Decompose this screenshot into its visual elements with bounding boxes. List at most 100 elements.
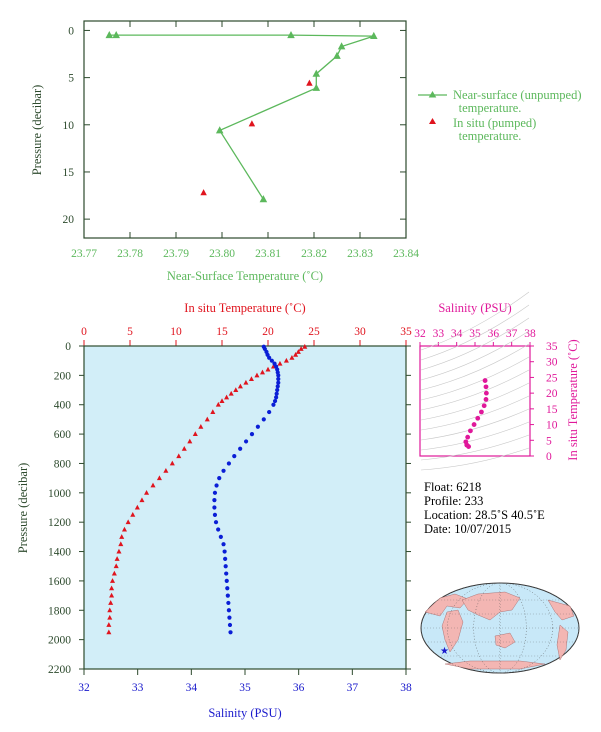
ts-point: [465, 434, 471, 440]
inset-ts-points: [463, 378, 489, 449]
salinity-point: [214, 483, 219, 488]
x-tick-label: 23.80: [209, 248, 235, 260]
salinity-point: [222, 549, 227, 554]
salinity-point: [227, 622, 233, 628]
near-surface-point: [370, 31, 378, 40]
salinity-point: [255, 424, 260, 429]
map-graticule: [420, 582, 580, 674]
salinity-point: [232, 454, 237, 459]
temperature-point: [139, 497, 145, 503]
salinity-tick-label: 36: [293, 682, 305, 694]
y-tick-label: 20: [63, 214, 75, 226]
salinity-point: [226, 461, 231, 466]
inset-y-ticks: 0 5 10 15 20 25 30 35: [530, 341, 558, 463]
near-surface-point: [112, 30, 120, 39]
pressure-tick-label: 800: [54, 458, 72, 470]
float-location-marker-star: ★: [440, 646, 449, 657]
salinity-point: [243, 439, 249, 444]
salinity-point: [221, 542, 226, 547]
pressure-tick-label: 2000: [48, 635, 71, 647]
salinity-point: [216, 527, 221, 532]
temperature-point: [119, 534, 125, 539]
float-id: Float: 6218: [424, 480, 481, 494]
temperature-point: [150, 482, 156, 488]
temperature-point: [113, 563, 119, 569]
salinity-point: [213, 520, 219, 525]
temperature-point: [237, 383, 243, 389]
in-situ-point: [248, 120, 256, 127]
ts-point: [468, 428, 473, 434]
temperature-x-ticks: 0 5 10 15 20 25 30 35: [81, 326, 412, 346]
salinity-point: [225, 586, 230, 591]
map-meridian: [420, 582, 580, 674]
density-contour: [420, 395, 530, 431]
salinity-point: [227, 615, 232, 620]
near-surface-plot-frame: [83, 20, 407, 239]
near-surface-point: [259, 195, 268, 203]
salinity-point: [275, 387, 280, 393]
temperature-point: [210, 409, 216, 415]
profile-number: Profile: 233: [424, 494, 483, 508]
pressure-y-ticks: 0 200 400 600 800 1000 1200 1400 1600 1800 2000 220…: [48, 341, 411, 676]
temperature-point: [198, 423, 204, 429]
legend-near-surface-label-line1: Near-surface (unpumped): [453, 88, 582, 102]
temperature-point: [176, 453, 182, 459]
temperature-point: [107, 607, 113, 613]
near-surface-y-axis-title: Pressure (decibar): [30, 85, 44, 176]
temperature-point: [254, 372, 260, 378]
temperature-point: [109, 585, 115, 591]
salinity-point: [212, 490, 218, 495]
salinity-point: [228, 630, 233, 635]
temperature-point: [228, 390, 234, 396]
salinity-point: [212, 498, 217, 503]
profile-panel: In situ Temperature (˚C) 0 5 10 15 20 25 30 35 …: [16, 301, 412, 720]
inset-x-ticks: 32 33 34 35 36 37 38: [414, 328, 536, 346]
density-contour: [420, 369, 530, 411]
salinity-tick-label: 38: [400, 682, 412, 694]
pressure-tick-label: 1400: [48, 547, 71, 559]
temperature-point: [109, 592, 115, 598]
profile-series: [106, 343, 308, 635]
legend: Near-surface (unpumped) temperature. In …: [418, 88, 582, 143]
x-tick-label: 23.79: [163, 248, 189, 260]
in-situ-point: [306, 79, 313, 86]
ts-point: [482, 378, 488, 383]
inset-y-tick-label: 30: [546, 357, 558, 369]
near-surface-series: [105, 30, 378, 203]
salinity-point: [226, 608, 231, 613]
density-contour: [420, 330, 530, 381]
pressure-tick-label: 1000: [48, 488, 71, 500]
inset-y-tick-label: 25: [546, 372, 558, 384]
salinity-point: [212, 505, 217, 510]
inset-x-tick-label: 32: [414, 328, 426, 340]
temperature-tick-label: 15: [216, 326, 228, 338]
density-contour: [420, 408, 530, 441]
temperature-point: [125, 519, 131, 525]
salinity-point: [261, 417, 266, 422]
salinity-point: [212, 512, 218, 517]
temperature-point: [121, 526, 127, 532]
density-contour: [420, 343, 530, 391]
profile-plot-area: [83, 345, 407, 670]
temperature-point: [289, 354, 295, 360]
near-surface-point: [287, 30, 295, 39]
ts-point: [483, 384, 489, 390]
in-situ-temperature-axis-title: In situ Temperature (˚C): [184, 301, 305, 315]
map-landmasses: [424, 591, 575, 670]
temperature-tick-label: 20: [262, 326, 274, 338]
salinity-point: [223, 556, 228, 561]
temperature-point: [204, 416, 210, 422]
salinity-point: [276, 373, 281, 378]
map-meridian: [447, 582, 553, 674]
float-info: Float: 6218 Profile: 233 Location: 28.5˚…: [424, 480, 545, 536]
temperature-point: [302, 343, 308, 349]
near-surface-point: [312, 83, 321, 91]
x-tick-label: 23.84: [393, 248, 419, 260]
temperature-point: [108, 600, 114, 605]
density-contour: [420, 447, 530, 471]
temperature-point: [130, 512, 136, 517]
y-tick-label: 10: [63, 120, 75, 132]
density-contour: [420, 291, 530, 351]
near-surface-point: [333, 51, 341, 59]
salinity-point: [224, 571, 229, 576]
